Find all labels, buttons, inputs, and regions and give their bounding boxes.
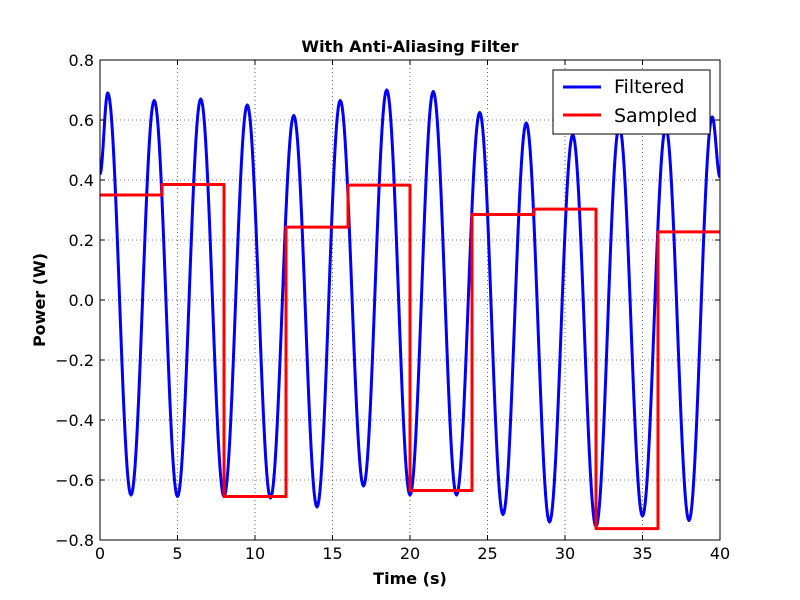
ticks [99,59,721,541]
y-tick-label: 0.8 [69,51,94,70]
legend: Filtered Sampled [552,69,711,135]
x-tick-label: 40 [710,544,730,563]
y-tick-label: 0.6 [69,111,94,130]
x-tick-label: 25 [477,544,497,563]
series-sampled-line [100,183,720,531]
chart-title: With Anti-Aliasing Filter [301,37,518,56]
grid [100,60,720,540]
legend-box [552,69,711,135]
y-tick-label: 0.2 [69,231,94,250]
legend-label-sampled: Sampled [614,105,697,127]
x-tick-label: 30 [555,544,575,563]
tick-labels: 0 5 10 15 20 25 30 35 40 −0.8 −0.6 −0.4 −0.2 0.0 0.2 0.… [55,51,730,563]
x-tick-label: 5 [172,544,182,563]
y-tick-label: 0.0 [69,291,94,310]
legend-label-filtered: Filtered [614,76,684,98]
y-tick-label: 0.4 [69,171,94,190]
x-tick-label: 10 [245,544,265,563]
series-filtered-line [100,88,720,528]
y-tick-label: −0.6 [55,471,94,490]
series-layer [100,88,720,531]
y-axis-title: Power (W) [30,253,49,347]
x-tick-label: 20 [400,544,420,563]
x-tick-label: 0 [95,544,105,563]
x-tick-label: 35 [632,544,652,563]
y-tick-label: −0.4 [55,411,94,430]
x-tick-label: 15 [322,544,342,563]
y-tick-label: −0.8 [55,531,94,550]
x-axis-title: Time (s) [373,569,447,588]
y-tick-label: −0.2 [55,351,94,370]
